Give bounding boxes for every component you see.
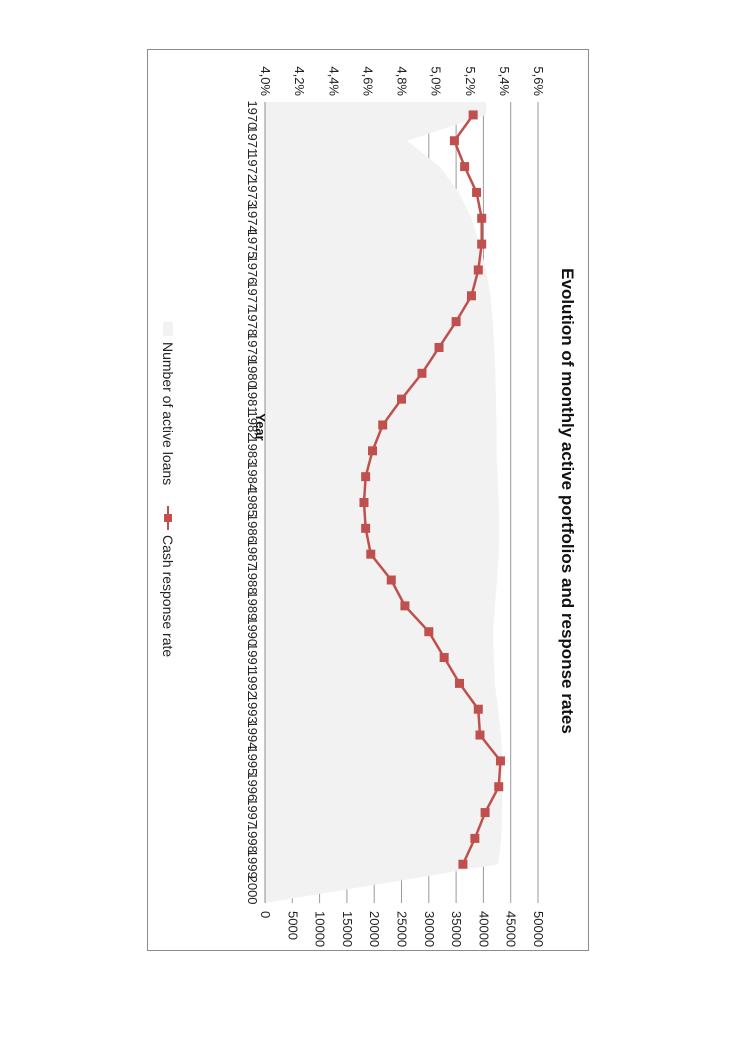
x-tick-label: 1997 (245, 798, 260, 827)
point-response-rate (361, 472, 371, 482)
point-response-rate (477, 213, 487, 223)
y-right-tick-label: 25000 (395, 911, 410, 947)
chart-frame: 4,0% 4,2% 4,4% 4,6% 4,8% 5,0% 5,2% 5,4% 5,6% 0 50… (147, 49, 589, 951)
x-tick-label: 1991 (245, 643, 260, 672)
x-tick-label: 1985 (245, 488, 260, 517)
x-tick-label: 1977 (245, 281, 260, 310)
point-response-rate (480, 808, 490, 818)
point-response-rate (378, 420, 388, 430)
x-tick-label: 1999 (245, 850, 260, 879)
x-tick-label: 1988 (245, 566, 260, 595)
point-response-rate (473, 704, 483, 714)
point-response-rate (367, 446, 377, 456)
point-response-rate (473, 265, 483, 275)
point-response-rate (386, 575, 396, 585)
x-tick-label: 1980 (245, 359, 260, 388)
point-response-rate (397, 394, 406, 404)
x-tick-label: 1987 (245, 540, 260, 569)
x-tick-label: 1983 (245, 436, 260, 465)
y-left-tick-label: 5,6% (531, 66, 546, 96)
plot-area (264, 102, 539, 903)
x-tick-label: 1986 (245, 514, 260, 543)
x-tick-label: 1982 (245, 411, 260, 440)
x-tick-label: 1973 (245, 178, 260, 207)
axis-right: 0 5000 10000 15000 20000 25000 30000 35000 40000… (258, 911, 546, 947)
y-left-tick-label: 4,8% (395, 66, 410, 96)
x-axis-title: Year (253, 413, 268, 440)
x-tick-label: 1972 (245, 152, 260, 181)
axis-x: 1970197119721973197419751976197719781979… (245, 100, 260, 904)
y-left-tick-label: 4,2% (292, 66, 307, 96)
point-response-rate (495, 756, 505, 766)
x-tick-label: 1995 (245, 746, 260, 775)
x-tick-label: 1970 (245, 100, 260, 129)
point-response-rate (366, 549, 376, 559)
point-response-rate (451, 317, 461, 327)
y-right-tick-label: 50000 (531, 911, 546, 947)
point-response-rate (434, 342, 444, 352)
point-response-rate (455, 678, 465, 688)
y-right-tick-label: 45000 (504, 911, 519, 947)
y-left-tick-label: 4,4% (326, 66, 341, 96)
y-right-tick-label: 15000 (340, 911, 355, 947)
legend: Number of active loans Cash response rat… (160, 322, 176, 657)
x-tick-label: 1979 (245, 333, 260, 362)
point-response-rate (470, 833, 480, 843)
y-left-tick-label: 4,6% (360, 66, 375, 96)
legend-swatch-active-loans (163, 322, 173, 336)
y-right-tick-label: 0 (258, 911, 273, 918)
point-response-rate (361, 523, 371, 533)
legend-label-response-rate: Cash response rate (160, 535, 176, 657)
x-tick-label: 1974 (245, 204, 260, 233)
legend-swatch-marker-response-rate (164, 514, 172, 522)
x-tick-label: 1975 (245, 230, 260, 259)
x-tick-label: 1993 (245, 695, 260, 724)
y-right-tick-label: 30000 (422, 911, 437, 947)
point-response-rate (449, 136, 459, 146)
point-response-rate (424, 627, 434, 637)
point-response-rate (439, 653, 449, 663)
x-tick-label: 2000 (245, 876, 260, 905)
y-left-tick-label: 4,0% (258, 66, 273, 96)
point-response-rate (458, 859, 468, 869)
x-tick-label: 1992 (245, 669, 260, 698)
y-left-tick-label: 5,4% (497, 66, 512, 96)
legend-label-active-loans: Number of active loans (160, 342, 176, 485)
x-tick-label: 1984 (245, 462, 260, 491)
point-response-rate (494, 782, 504, 792)
x-tick-label: 1990 (245, 617, 260, 646)
point-response-rate (466, 291, 476, 301)
y-right-tick-label: 40000 (476, 911, 491, 947)
x-tick-label: 1994 (245, 721, 260, 750)
x-tick-label: 1978 (245, 307, 260, 336)
y-right-tick-label: 10000 (313, 911, 328, 947)
x-tick-label: 1976 (245, 255, 260, 284)
point-response-rate (477, 239, 487, 249)
point-response-rate (400, 601, 410, 611)
x-tick-label: 1971 (245, 126, 260, 155)
area-active-loans (265, 102, 503, 903)
chart-title: Evolution of monthly active portfolios a… (558, 268, 577, 734)
x-tick-label: 1981 (245, 385, 260, 414)
point-response-rate (475, 730, 485, 740)
y-left-tick-label: 5,0% (429, 66, 444, 96)
y-left-tick-label: 5,2% (463, 66, 478, 96)
point-response-rate (460, 162, 470, 172)
y-right-tick-label: 20000 (367, 911, 382, 947)
y-right-tick-label: 35000 (449, 911, 464, 947)
point-response-rate (359, 498, 369, 507)
chart-svg: 4,0% 4,2% 4,4% 4,6% 4,8% 5,0% 5,2% 5,4% 5,6% 0 50… (160, 66, 577, 947)
y-right-tick-label: 5000 (285, 911, 300, 940)
point-response-rate (468, 110, 478, 120)
x-tick-label: 1998 (245, 824, 260, 853)
x-tick-label: 1989 (245, 591, 260, 620)
axis-left: 4,0% 4,2% 4,4% 4,6% 4,8% 5,0% 5,2% 5,4% 5,6% (258, 66, 546, 96)
point-response-rate (417, 368, 427, 378)
point-response-rate (472, 187, 482, 197)
x-tick-label: 1996 (245, 772, 260, 801)
